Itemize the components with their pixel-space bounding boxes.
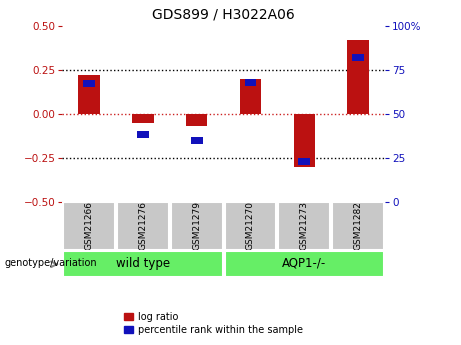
Text: wild type: wild type: [116, 257, 170, 270]
Bar: [347, 40, 369, 114]
Text: GSM21266: GSM21266: [85, 201, 94, 250]
Bar: [132, 114, 154, 123]
Text: GSM21273: GSM21273: [300, 201, 309, 250]
Title: GDS899 / H3022A06: GDS899 / H3022A06: [152, 8, 295, 22]
Bar: [83, 80, 95, 87]
Text: GSM21279: GSM21279: [192, 201, 201, 250]
Bar: [191, 137, 203, 144]
FancyBboxPatch shape: [332, 202, 384, 250]
Bar: [294, 114, 315, 167]
Text: GSM21270: GSM21270: [246, 201, 255, 250]
Bar: [137, 131, 149, 138]
Text: GSM21282: GSM21282: [354, 201, 362, 250]
Bar: [244, 79, 256, 86]
FancyBboxPatch shape: [63, 251, 223, 277]
Legend: log ratio, percentile rank within the sample: log ratio, percentile rank within the sa…: [120, 308, 307, 338]
Text: genotype/variation: genotype/variation: [5, 258, 97, 268]
Text: AQP1-/-: AQP1-/-: [282, 257, 326, 270]
Bar: [240, 79, 261, 114]
FancyBboxPatch shape: [171, 202, 223, 250]
FancyBboxPatch shape: [225, 202, 276, 250]
Bar: [186, 114, 207, 126]
FancyBboxPatch shape: [63, 202, 115, 250]
Text: GSM21276: GSM21276: [138, 201, 148, 250]
FancyBboxPatch shape: [278, 202, 330, 250]
FancyBboxPatch shape: [117, 202, 169, 250]
Bar: [298, 158, 310, 165]
Bar: [352, 54, 364, 61]
Bar: [78, 75, 100, 114]
FancyBboxPatch shape: [225, 251, 384, 277]
